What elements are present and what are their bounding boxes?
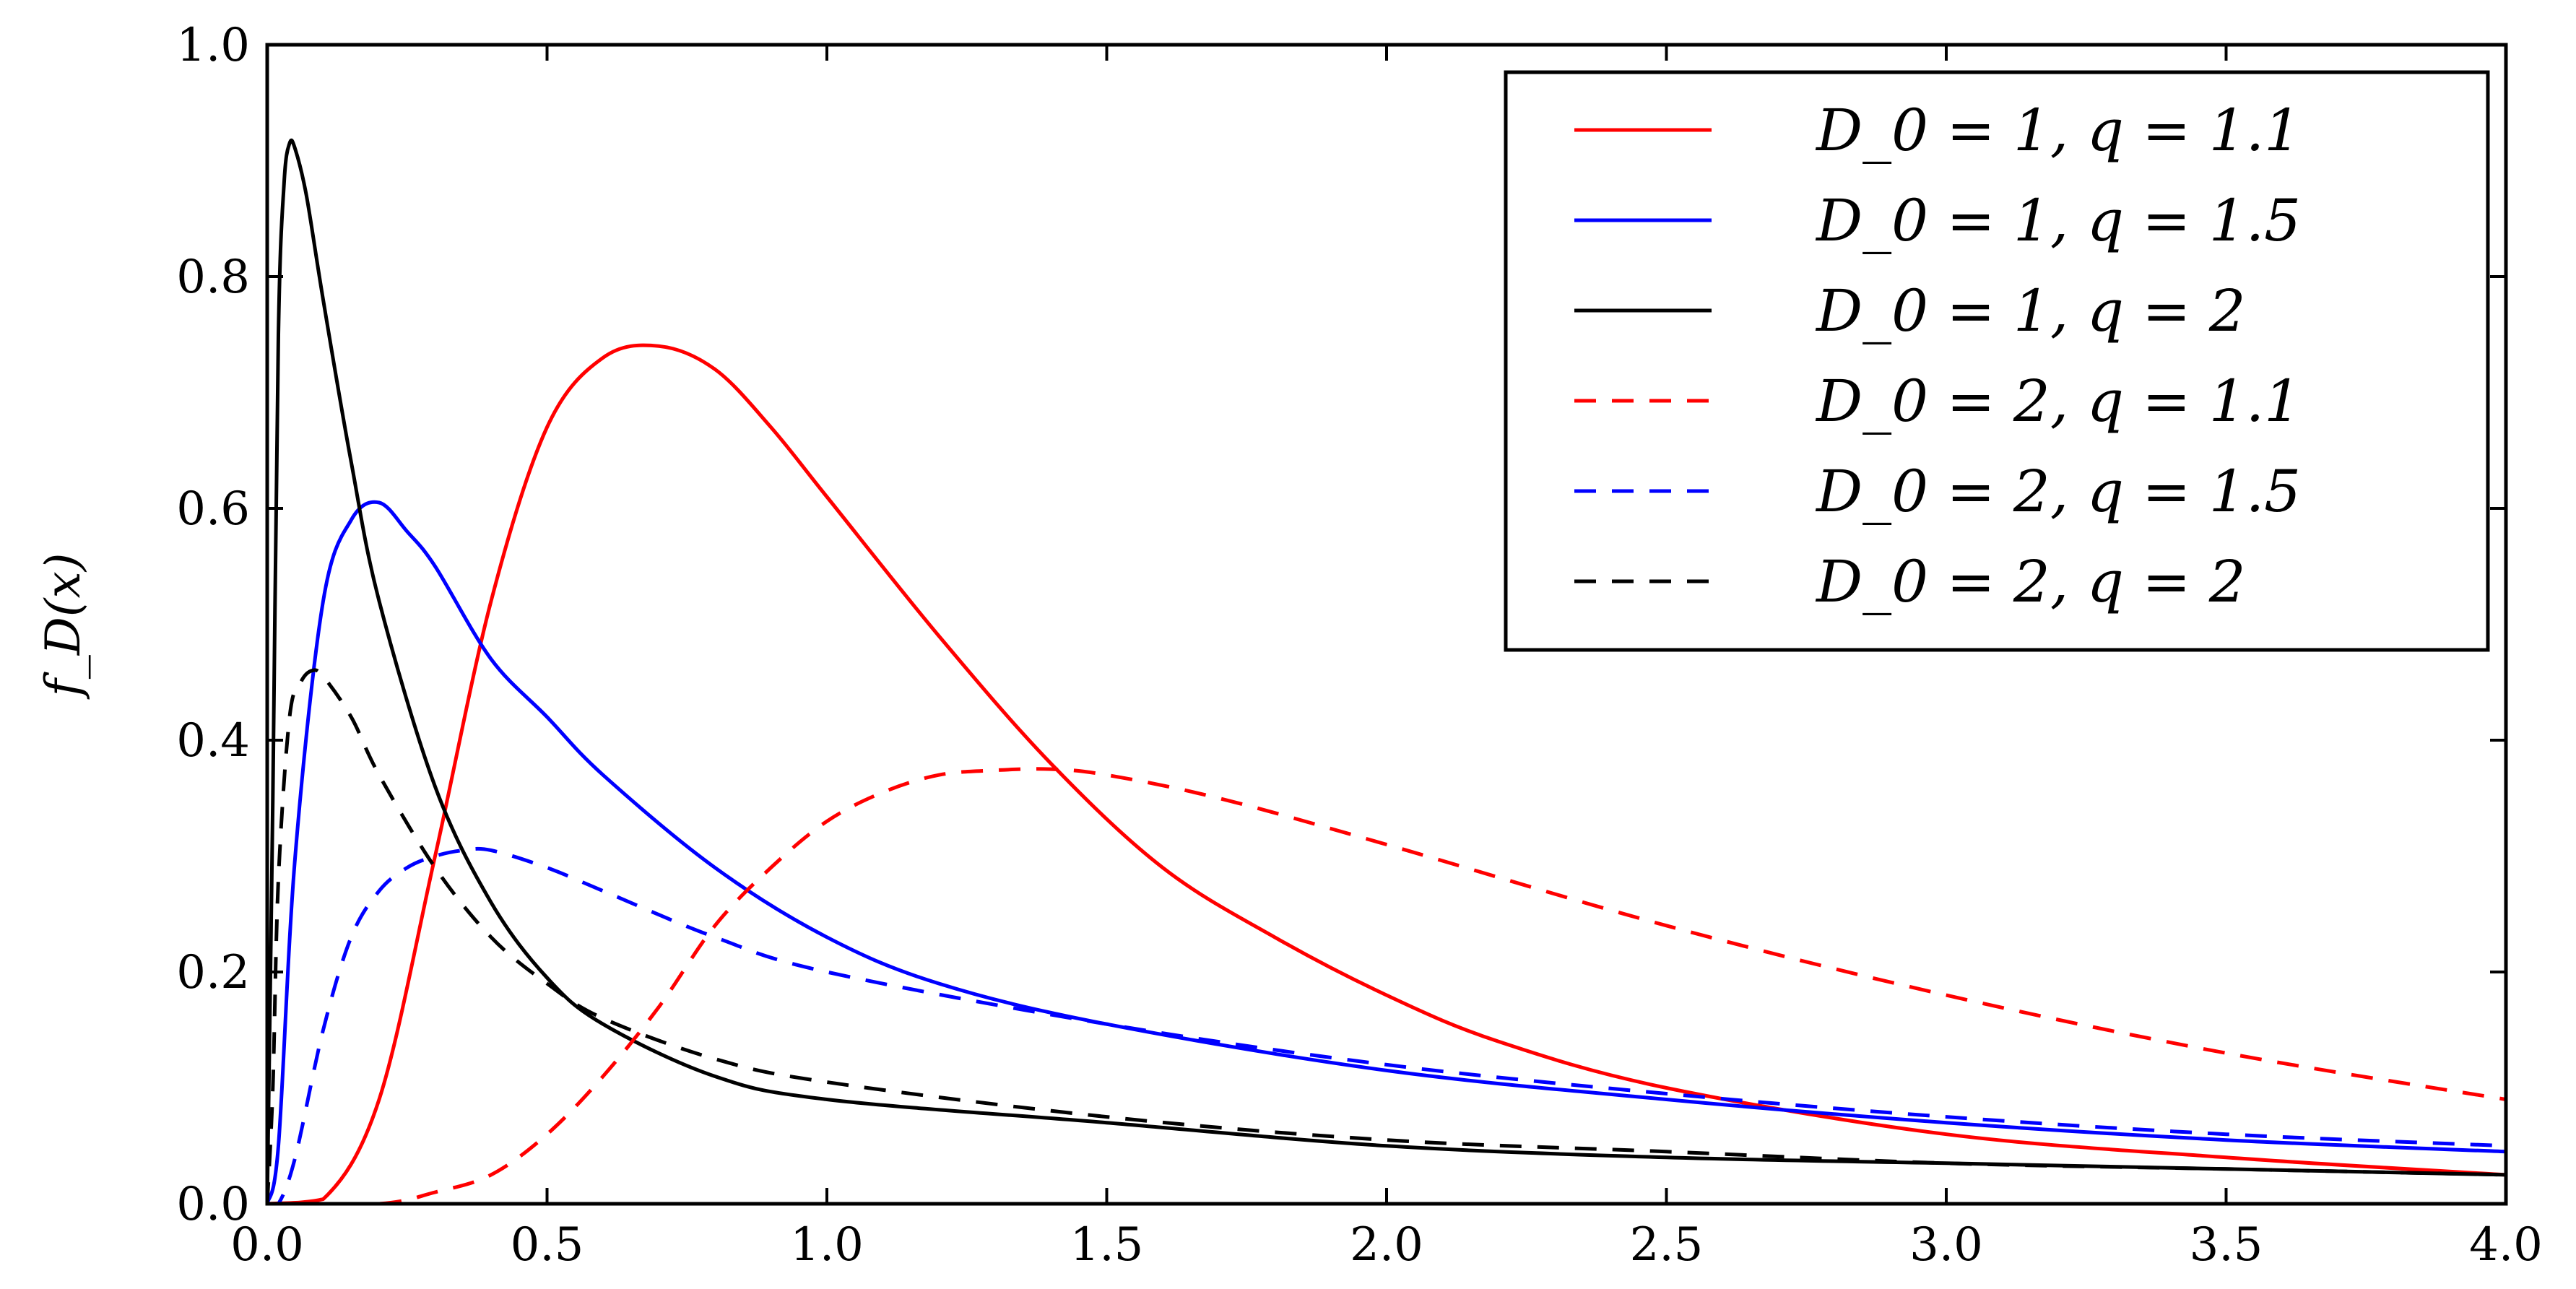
legend-box bbox=[1504, 70, 2490, 652]
series-line-5 bbox=[267, 846, 2507, 1206]
y-tick-label: 0.6 bbox=[176, 482, 250, 536]
y-tick-label: 0.8 bbox=[176, 251, 250, 304]
x-tick-label: 0.0 bbox=[230, 1218, 304, 1272]
y-axis-label: f_D(x) bbox=[35, 552, 91, 700]
series-line-2 bbox=[265, 500, 2507, 1205]
legend-label-5: D_0 = 2, q = 1.5 bbox=[1815, 458, 2301, 525]
legend-label-6: D_0 = 2, q = 2 bbox=[1815, 548, 2246, 615]
plot-frame bbox=[265, 43, 2508, 1206]
legend-label-3: D_0 = 1, q = 2 bbox=[1815, 277, 2246, 344]
legend-label-1: D_0 = 1, q = 1.1 bbox=[1815, 97, 2301, 164]
series-line-4 bbox=[267, 767, 2507, 1206]
y-tick-label: 0.0 bbox=[176, 1178, 250, 1231]
x-tick-label: 0.5 bbox=[511, 1218, 584, 1272]
x-tick-label: 2.0 bbox=[1350, 1218, 1423, 1272]
legend: D_0 = 1, q = 1.1 D_0 = 1, q = 1.5 D_0 = 1,… bbox=[1504, 70, 2490, 652]
x-tick-label: 4.0 bbox=[2469, 1218, 2543, 1272]
y-tick-label: 1.0 bbox=[176, 19, 250, 72]
ticks-layer: 0.0 0.5 1.0 1.5 2.0 2.5 3.0 3.5 4.0 0.0 0.2 0.4 0.6 0… bbox=[176, 19, 2543, 1272]
x-tick-label: 1.0 bbox=[790, 1218, 864, 1272]
legend-label-4: D_0 = 2, q = 1.1 bbox=[1815, 368, 2301, 435]
y-tick-label: 0.2 bbox=[176, 946, 250, 999]
x-tick-label: 3.5 bbox=[2190, 1218, 2263, 1272]
series-line-3 bbox=[265, 138, 2507, 1205]
x-tick-label: 3.0 bbox=[1909, 1218, 1983, 1272]
y-tick-label: 0.4 bbox=[176, 714, 250, 768]
series-layer bbox=[265, 138, 2507, 1206]
x-tick-label: 2.5 bbox=[1630, 1218, 1704, 1272]
legend-label-2: D_0 = 1, q = 1.5 bbox=[1815, 187, 2301, 254]
x-tick-label: 1.5 bbox=[1070, 1218, 1144, 1272]
